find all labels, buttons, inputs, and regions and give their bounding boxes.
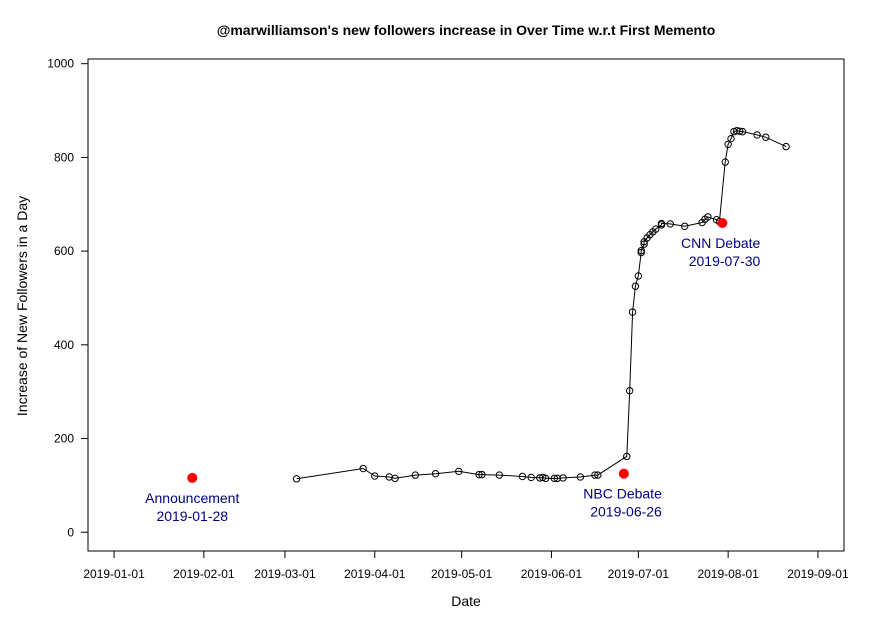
- data-point: [594, 471, 602, 479]
- x-tick-label: 2019-07-01: [608, 567, 670, 581]
- y-tick-label: 600: [54, 244, 74, 258]
- y-tick-label: 200: [54, 432, 74, 446]
- data-point: [431, 469, 440, 478]
- x-tick-label: 2019-08-01: [697, 567, 759, 581]
- data-point: [518, 472, 527, 481]
- x-tick-label: 2019-02-01: [173, 567, 235, 581]
- chart-title: @marwilliamson's new followers increase …: [217, 22, 716, 38]
- data-point: [541, 474, 550, 483]
- event-marker: [618, 468, 629, 479]
- series-layer: [292, 126, 790, 483]
- data-point: [591, 471, 599, 479]
- event-date-label: 2019-01-28: [156, 508, 228, 524]
- data-point: [527, 473, 535, 482]
- data-point: [724, 140, 732, 148]
- data-point: [559, 474, 567, 482]
- y-axis: 0 200 400 600 800 1000: [47, 57, 89, 539]
- data-point: [640, 240, 648, 248]
- data-point: [637, 246, 645, 255]
- data-point: [721, 158, 729, 166]
- data-point: [576, 473, 585, 481]
- series-line: [296, 130, 787, 480]
- data-point: [553, 474, 561, 483]
- x-tick-label: 2019-05-01: [431, 567, 493, 581]
- data-point: [475, 470, 483, 479]
- data-point: [637, 248, 645, 257]
- data-point: [652, 225, 660, 233]
- data-point: [391, 474, 399, 483]
- data-point: [625, 387, 634, 395]
- x-tick-label: 2019-04-01: [344, 567, 406, 581]
- data-point: [495, 471, 504, 479]
- y-axis-label: Increase of New Followers in a Day: [14, 196, 30, 416]
- data-point: [738, 127, 747, 136]
- data-point: [634, 272, 643, 280]
- event-label: CNN Debate: [681, 235, 761, 251]
- data-point: [680, 222, 689, 230]
- data-point: [733, 126, 741, 135]
- event-label: Announcement: [145, 490, 239, 506]
- y-tick-label: 0: [67, 525, 74, 539]
- x-tick-label: 2019-09-01: [787, 567, 849, 581]
- data-point: [782, 142, 790, 151]
- data-point: [628, 308, 637, 316]
- event-marker: [717, 218, 728, 228]
- data-point: [736, 127, 744, 135]
- x-axis: 2019-01-01 2019-02-01 2019-03-01 2019-04-01…: [83, 550, 849, 581]
- x-tick-label: 2019-01-01: [83, 567, 145, 581]
- data-point: [727, 134, 735, 143]
- event-label: NBC Debate: [583, 486, 662, 502]
- data-point: [411, 471, 420, 479]
- data-point: [704, 213, 712, 221]
- events-layer: Announcement 2019-01-28 NBC Debate 2019-06-…: [145, 218, 761, 524]
- y-tick-label: 800: [54, 150, 74, 164]
- event-date-label: 2019-07-30: [689, 253, 761, 269]
- data-point: [666, 220, 674, 228]
- data-point: [623, 452, 631, 461]
- data-point: [550, 474, 559, 483]
- event-marker: [187, 472, 198, 483]
- data-point: [359, 464, 367, 473]
- event-date-label: 2019-06-26: [590, 504, 662, 520]
- y-tick-label: 400: [54, 338, 74, 352]
- x-axis-label: Date: [451, 593, 481, 609]
- data-point: [631, 282, 640, 290]
- data-point: [762, 133, 770, 141]
- data-point: [455, 467, 463, 476]
- data-point: [478, 470, 486, 479]
- y-tick-label: 1000: [47, 57, 74, 71]
- x-tick-label: 2019-06-01: [521, 567, 583, 581]
- data-point: [292, 475, 301, 483]
- x-tick-label: 2019-03-01: [254, 567, 316, 581]
- data-point: [371, 472, 379, 480]
- data-point: [753, 131, 761, 139]
- data-point: [536, 474, 544, 482]
- data-point: [657, 219, 666, 228]
